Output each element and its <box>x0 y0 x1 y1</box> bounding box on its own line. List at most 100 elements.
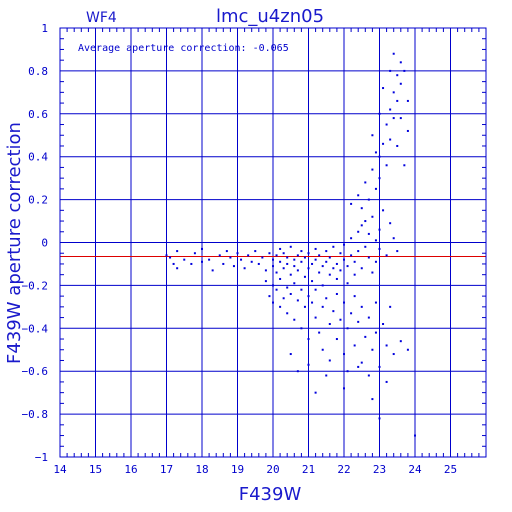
data-point <box>293 282 296 285</box>
data-point <box>339 252 342 255</box>
data-point <box>325 260 328 263</box>
data-point <box>289 245 292 248</box>
data-point <box>282 267 285 270</box>
data-point <box>335 338 338 341</box>
data-point <box>176 267 179 270</box>
data-point <box>378 177 381 180</box>
data-point <box>307 363 310 366</box>
x-tick-label: 14 <box>53 463 67 476</box>
x-tick-label: 19 <box>231 463 244 476</box>
data-point <box>403 164 406 167</box>
data-point <box>318 331 321 334</box>
data-point <box>403 69 406 72</box>
data-point <box>353 260 356 263</box>
data-point <box>339 269 342 272</box>
data-point <box>367 316 370 319</box>
data-point <box>272 258 274 261</box>
data-point <box>300 288 303 291</box>
data-point <box>314 288 317 291</box>
data-point <box>307 338 310 341</box>
data-point <box>346 327 349 330</box>
data-point <box>353 344 356 347</box>
x-tick-label: 21 <box>302 463 315 476</box>
x-tick-label: 16 <box>124 463 137 476</box>
data-point <box>279 247 282 250</box>
data-point <box>364 220 367 223</box>
x-tick-label: 20 <box>266 463 279 476</box>
data-point <box>307 295 310 298</box>
data-point <box>357 250 360 253</box>
x-tick-label: 25 <box>444 463 457 476</box>
data-point <box>389 69 392 72</box>
data-point <box>240 258 243 261</box>
data-point <box>321 265 324 268</box>
data-point <box>293 318 296 321</box>
data-point <box>374 239 377 242</box>
data-point <box>303 305 306 308</box>
data-point <box>360 267 363 270</box>
data-point <box>378 365 381 368</box>
data-point <box>367 374 370 377</box>
x-tick-label: 23 <box>373 463 386 476</box>
data-point <box>335 262 338 265</box>
data-point <box>406 129 409 132</box>
data-point <box>311 301 314 304</box>
data-point <box>378 247 381 250</box>
data-point <box>321 284 324 287</box>
data-point <box>250 260 253 263</box>
data-point <box>264 280 267 283</box>
data-point <box>364 181 367 184</box>
data-point <box>406 348 409 351</box>
x-tick-label: 24 <box>408 463 422 476</box>
data-point <box>296 299 299 302</box>
data-point <box>300 260 303 263</box>
data-point <box>325 374 328 377</box>
data-point <box>360 207 363 210</box>
data-point <box>225 250 228 253</box>
data-point <box>343 258 345 261</box>
data-point <box>172 262 175 265</box>
data-point <box>318 254 321 257</box>
data-point <box>350 237 353 240</box>
data-point <box>296 370 299 373</box>
data-point <box>243 267 246 270</box>
data-point <box>307 252 310 255</box>
data-point <box>374 187 377 190</box>
data-point <box>289 273 292 276</box>
data-point <box>321 305 324 308</box>
data-point <box>229 256 232 259</box>
data-point <box>268 295 271 298</box>
data-point <box>360 224 363 227</box>
data-point <box>389 305 392 308</box>
y-tick-label: −0.2 <box>22 279 49 292</box>
data-point <box>300 327 303 330</box>
data-point <box>264 269 267 272</box>
plot-grid <box>59 27 487 458</box>
data-point <box>374 260 377 263</box>
data-point <box>406 99 409 102</box>
data-point <box>183 258 186 261</box>
data-point <box>328 323 331 326</box>
data-point <box>279 277 282 280</box>
data-point <box>339 318 342 321</box>
data-point <box>392 52 395 55</box>
data-point <box>385 380 388 383</box>
x-tick-labels: 14 15 16 17 18 19 20 21 22 23 24 25 <box>53 463 457 476</box>
y-tick-label: 0.4 <box>28 151 48 164</box>
data-point <box>374 301 377 304</box>
data-point <box>279 305 282 308</box>
data-point <box>371 348 374 351</box>
data-point <box>399 117 402 120</box>
data-point <box>321 348 324 351</box>
data-point <box>296 269 299 272</box>
y-tick-label: 0 <box>41 237 48 250</box>
data-point <box>328 359 331 362</box>
plot-frame <box>59 27 487 458</box>
data-point <box>169 256 172 259</box>
data-point <box>286 312 289 315</box>
data-point <box>360 305 363 308</box>
data-point <box>282 252 285 255</box>
data-point <box>382 323 385 326</box>
data-point <box>211 269 214 272</box>
data-point <box>371 168 374 171</box>
